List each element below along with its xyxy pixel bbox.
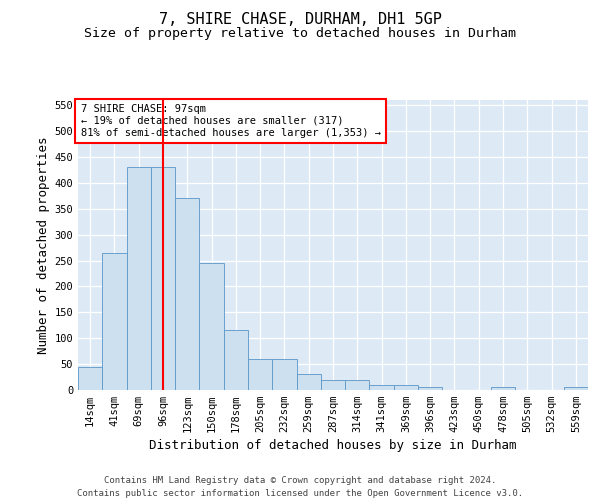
Bar xyxy=(272,359,296,390)
Bar xyxy=(151,168,175,390)
Bar xyxy=(127,168,151,390)
Text: Size of property relative to detached houses in Durham: Size of property relative to detached ho… xyxy=(84,28,516,40)
Bar xyxy=(78,366,102,390)
Bar xyxy=(296,374,321,390)
Bar xyxy=(175,198,199,390)
Y-axis label: Number of detached properties: Number of detached properties xyxy=(37,136,50,354)
Bar xyxy=(321,380,345,390)
Bar xyxy=(102,253,127,390)
Bar xyxy=(248,359,272,390)
Bar xyxy=(199,263,224,390)
Text: 7, SHIRE CHASE, DURHAM, DH1 5GP: 7, SHIRE CHASE, DURHAM, DH1 5GP xyxy=(158,12,442,28)
Bar xyxy=(491,388,515,390)
Bar xyxy=(345,380,370,390)
Bar xyxy=(564,388,588,390)
Bar xyxy=(418,388,442,390)
Text: Contains HM Land Registry data © Crown copyright and database right 2024.
Contai: Contains HM Land Registry data © Crown c… xyxy=(77,476,523,498)
Bar xyxy=(394,385,418,390)
Bar xyxy=(224,330,248,390)
Bar xyxy=(370,385,394,390)
X-axis label: Distribution of detached houses by size in Durham: Distribution of detached houses by size … xyxy=(149,440,517,452)
Text: 7 SHIRE CHASE: 97sqm
← 19% of detached houses are smaller (317)
81% of semi-deta: 7 SHIRE CHASE: 97sqm ← 19% of detached h… xyxy=(80,104,380,138)
